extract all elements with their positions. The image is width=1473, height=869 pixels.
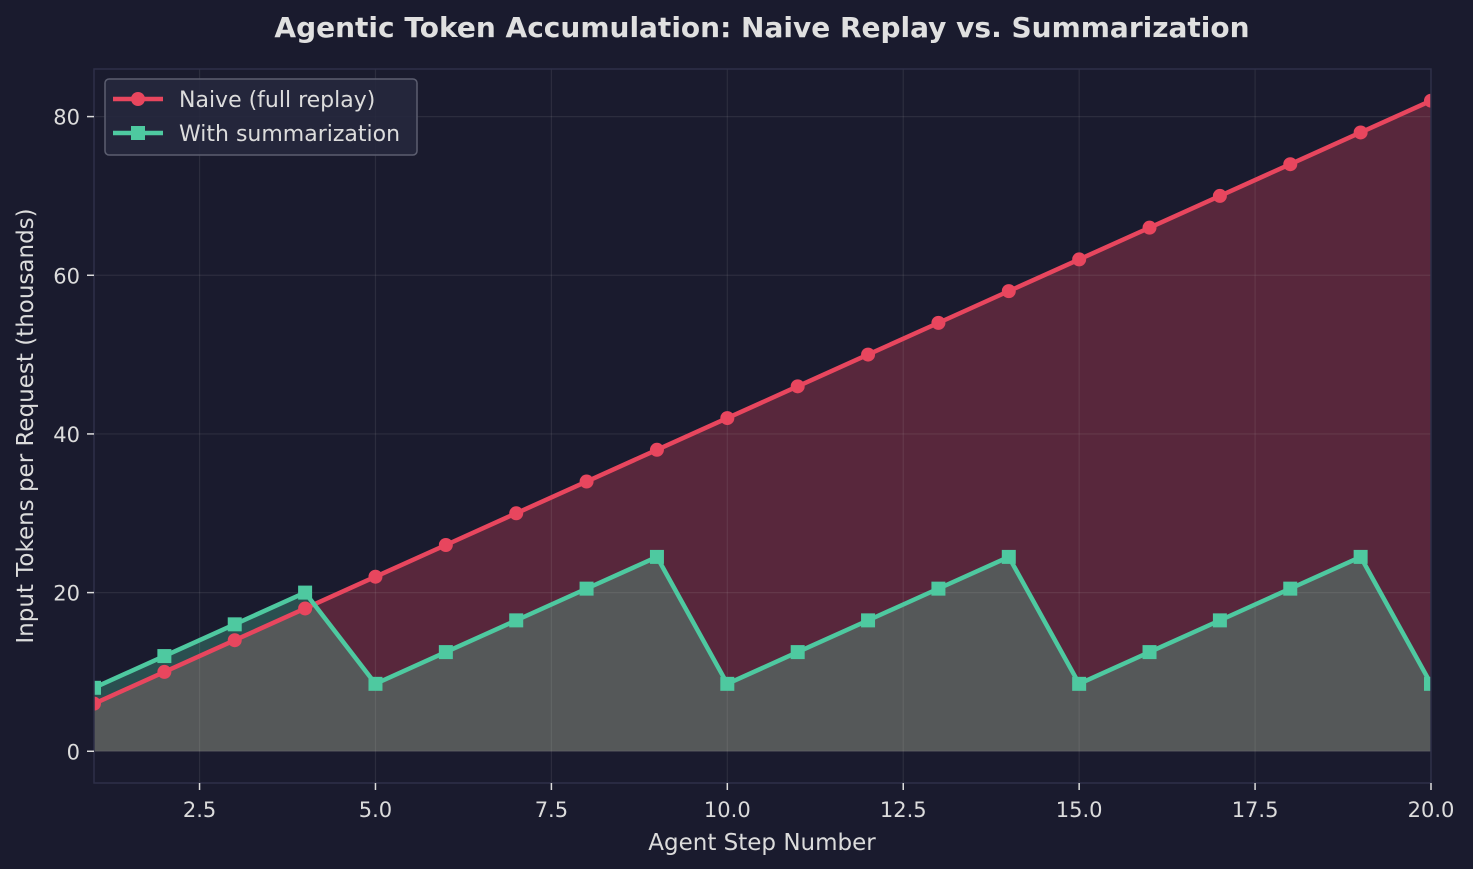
series-0-fill [94, 100, 1431, 752]
plot-border [93, 68, 1432, 784]
plot-frame [94, 69, 1431, 783]
series-0-point-8 [649, 442, 664, 457]
legend-marker-0 [131, 92, 145, 106]
x-tick-label-0: 2.5 [183, 798, 216, 822]
x-tick-label-7: 20.0 [1408, 798, 1455, 822]
series-0-point-13 [1001, 284, 1016, 299]
legend-marker-1 [131, 126, 145, 140]
series-1-point-10 [790, 645, 805, 660]
x-tick-label-5: 15.0 [1056, 798, 1103, 822]
series-1-point-16 [1212, 613, 1227, 628]
series-0-point-6 [509, 506, 524, 521]
series-1-point-14 [1072, 676, 1087, 691]
x-tick-label-6: 17.5 [1232, 798, 1279, 822]
plot-content [94, 69, 1431, 783]
x-tick-label-4: 12.5 [880, 798, 927, 822]
series-0-line [94, 98, 1431, 706]
series-0-point-5 [438, 538, 453, 552]
x-tick-label-1: 5.0 [359, 798, 392, 822]
series-0-point-14 [1072, 252, 1087, 267]
series-0-point-16 [1212, 188, 1227, 203]
series-0-point-11 [861, 347, 876, 362]
series-1-point-11 [861, 613, 876, 628]
series-1-point-12 [931, 581, 946, 596]
series-1-point-1 [157, 649, 172, 664]
series-0-point-9 [720, 411, 735, 426]
series-1-point-18 [1353, 549, 1368, 564]
series-1-point-19 [1424, 676, 1431, 691]
series-0-point-19 [1424, 93, 1431, 108]
series-1-point-17 [1283, 581, 1298, 596]
y-tick-label-0: 0 [67, 740, 80, 764]
series-1-point-8 [649, 549, 664, 564]
series-0-point-12 [931, 315, 946, 330]
x-tick-label-2: 7.5 [535, 798, 568, 822]
series-1-line [94, 554, 1431, 690]
x-tick-label-3: 10.0 [704, 798, 751, 822]
series-0-point-7 [579, 474, 594, 489]
series-1-point-2 [227, 617, 242, 632]
series-0-point-1 [157, 664, 172, 679]
legend: Naive (full replay) With summarization [104, 78, 418, 156]
series-1-point-5 [438, 645, 453, 660]
legend-box [104, 78, 418, 156]
series-1-point-3 [298, 585, 313, 600]
y-tick-label-2: 40 [53, 423, 80, 447]
series-1-point-9 [720, 676, 735, 691]
series-0-point-2 [227, 633, 242, 648]
series-1-point-4 [368, 676, 383, 691]
series-0-point-10 [790, 379, 805, 394]
series-0-point-0 [94, 696, 101, 711]
legend-label-1: With summarization [179, 122, 400, 147]
series-1-point-6 [509, 613, 524, 628]
series-1-point-7 [579, 581, 594, 596]
series-1-point-13 [1001, 549, 1016, 564]
y-tick-label-4: 80 [53, 106, 80, 130]
series-1-point-0 [94, 680, 101, 695]
series-0-point-17 [1283, 157, 1298, 172]
y-tick-label-1: 20 [53, 582, 80, 606]
series-1-fill [94, 556, 1431, 752]
y-axis-label: Input Tokens per Request (thousands) [13, 208, 39, 643]
series-0-point-4 [368, 569, 383, 584]
series-0-point-3 [298, 601, 313, 616]
x-axis-label: Agent Step Number [648, 830, 876, 856]
legend-label-0: Naive (full replay) [179, 88, 375, 113]
chart-title: Agentic Token Accumulation: Naive Replay… [274, 11, 1249, 44]
series-0-point-15 [1142, 220, 1157, 235]
series-1-point-15 [1142, 645, 1157, 660]
y-tick-label-3: 60 [53, 264, 80, 288]
plot-area: 2.5 5.0 7.5 10.0 12.5 15.0 17.5 20.0 0 20 40 60 80 [53, 68, 1455, 822]
series-0-point-18 [1353, 125, 1368, 140]
